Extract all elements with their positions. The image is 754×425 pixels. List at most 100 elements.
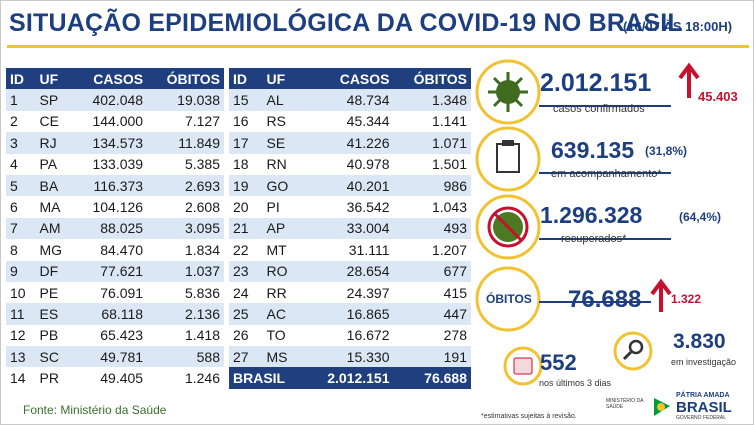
state-table: ID UF CASOS ÓBITOS 15 AL 48.734 1.348 16 RS 45.344… <box>229 68 471 389</box>
table-cell: SE <box>262 132 305 154</box>
table-cell: PB <box>39 327 59 344</box>
column-header: ID <box>6 68 36 90</box>
table-cell: 9 <box>6 260 36 282</box>
header-row: ID UF CASOS ÓBITOS <box>6 68 224 90</box>
table-cell: MT <box>266 241 287 258</box>
stat-value: 76.688 <box>568 286 642 313</box>
table-cell: 1 <box>6 89 36 111</box>
table-row: 4 PA 133.039 5.385 <box>6 154 224 175</box>
timestamp: (16/07 ÀS 18:00H) <box>623 19 733 34</box>
table-cell: 133.039 <box>92 156 144 173</box>
table-cell: 6 <box>10 199 18 216</box>
stat-increase: 1.322 <box>671 292 702 306</box>
table-cell: 22 <box>233 241 249 258</box>
table-cell: 1.037 <box>147 260 224 282</box>
table-cell: 8 <box>10 241 18 258</box>
table-row: 6 MA 104.126 2.608 <box>6 196 224 217</box>
table-row: 3 RJ 134.573 11.849 <box>6 132 224 154</box>
table-cell: PR <box>39 370 59 387</box>
table-cell: BA <box>35 174 74 197</box>
divider <box>7 45 749 48</box>
logo <box>654 398 670 416</box>
column-header: CASOS <box>304 68 394 90</box>
government: GOVERNO FEDERAL <box>676 415 727 421</box>
table-cell: RJ <box>35 132 74 154</box>
table-cell: 677 <box>393 260 471 282</box>
table-cell: PA <box>39 156 58 173</box>
table-cell: CE <box>39 113 59 130</box>
table-cell: 15.330 <box>304 346 394 368</box>
table-cell: PI <box>266 199 280 216</box>
table-cell: RR <box>266 284 287 301</box>
table-cell: 27 <box>229 346 263 368</box>
deaths-label: ÓBITOS <box>486 292 532 306</box>
table-row: 24 RR 24.397 415 <box>229 282 471 303</box>
table-cell: RS <box>266 113 286 130</box>
table-cell: 19 <box>229 174 263 197</box>
source: Fonte: Ministério da Saúde <box>23 403 167 417</box>
table-cell: 2.136 <box>147 303 224 325</box>
table-cell: 10 <box>10 284 26 301</box>
table-cell: 11.849 <box>147 132 224 154</box>
table-cell: 84.470 <box>100 241 144 258</box>
table-cell: 278 <box>443 327 467 344</box>
table-cell: 3.095 <box>147 217 224 240</box>
table-cell: 1.834 <box>184 241 220 258</box>
table-cell: 588 <box>147 346 224 368</box>
table-row: 18 RN 40.978 1.501 <box>229 154 471 175</box>
table-cell: 40.978 <box>346 156 390 173</box>
table-cell: 2.693 <box>147 174 224 197</box>
table-cell: TO <box>266 327 286 344</box>
table-cell: 104.126 <box>92 199 144 216</box>
table-cell: 402.048 <box>73 89 148 111</box>
table-cell: 16 <box>233 113 249 130</box>
table-row: 13 SC 49.781 588 <box>6 346 224 368</box>
table-cell: 26 <box>233 327 249 344</box>
table-cell: 2 <box>10 113 18 130</box>
table-row: 11 ES 68.118 2.136 <box>6 303 224 325</box>
table-cell: PE <box>39 284 59 301</box>
stat-label: em investigação <box>671 357 737 367</box>
table-cell: 14 <box>10 370 26 387</box>
stat-value: 552 <box>540 350 577 375</box>
table-cell: 18 <box>233 156 249 173</box>
table-cell: 15 <box>229 89 263 111</box>
total-cell: 2.012.151 <box>304 367 394 389</box>
stat-value: 639.135 <box>551 137 635 163</box>
table-row: 12 PB 65.423 1.418 <box>6 325 224 346</box>
table-cell: MG <box>39 241 63 258</box>
table-cell: AM <box>35 217 74 240</box>
stat-increase: 45.403 <box>698 89 738 104</box>
table-row: 25 AC 16.865 447 <box>229 303 471 325</box>
table-cell: 1.043 <box>431 199 467 216</box>
table-cell: 12 <box>10 327 26 344</box>
table-row: 2 CE 144.000 7.127 <box>6 111 224 132</box>
table-cell: 1.246 <box>184 370 220 387</box>
table-cell: 986 <box>393 174 471 197</box>
table-cell: 4 <box>10 156 18 173</box>
state-table: ID UF CASOS ÓBITOS 1 SP 402.048 19.038 2 CE 144.00… <box>6 68 224 389</box>
table-cell: 76.091 <box>100 284 144 301</box>
slogan: PÁTRIA AMADA <box>676 392 730 399</box>
icons <box>475 59 700 386</box>
table-cell: 5 <box>6 174 36 197</box>
total-row: BRASIL 2.012.151 76.688 <box>229 367 471 389</box>
table-cell: 21 <box>229 217 263 240</box>
table-row: 21 AP 33.004 493 <box>229 217 471 240</box>
table-cell: 2.608 <box>184 199 220 216</box>
table-cell: 24.397 <box>346 284 390 301</box>
table-cell: AC <box>262 303 305 325</box>
title: SITUAÇÃO EPIDEMIOLÓGICA DA COVID-19 NO B… <box>9 9 683 37</box>
table-cell: 20 <box>233 199 249 216</box>
table-cell: 1.501 <box>431 156 467 173</box>
table-cell: SC <box>35 346 74 368</box>
table-cell: 24 <box>233 284 249 301</box>
table-cell: 1.141 <box>431 113 467 130</box>
table-cell: 19.038 <box>147 89 224 111</box>
table-cell: 3 <box>6 132 36 154</box>
table-cell: 17 <box>229 132 263 154</box>
table-cell: 1.207 <box>431 241 467 258</box>
table-row: 26 TO 16.672 278 <box>229 325 471 346</box>
table-cell: 1.348 <box>393 89 471 111</box>
table-cell: 1.071 <box>393 132 471 154</box>
